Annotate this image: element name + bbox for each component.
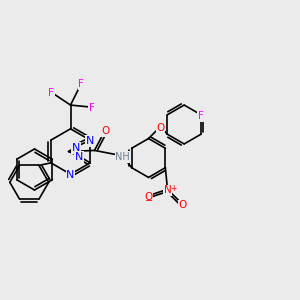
- Text: N: N: [71, 143, 80, 153]
- Text: NH: NH: [115, 152, 130, 162]
- Text: N: N: [74, 152, 83, 162]
- Text: O: O: [144, 192, 152, 203]
- Text: F: F: [198, 111, 204, 121]
- Text: O: O: [101, 126, 110, 136]
- Text: F: F: [89, 103, 95, 113]
- Text: −: −: [145, 196, 153, 206]
- Text: N: N: [86, 136, 94, 146]
- Text: O: O: [156, 123, 164, 133]
- Text: F: F: [78, 80, 84, 89]
- Text: +: +: [170, 184, 176, 193]
- Text: F: F: [48, 88, 54, 98]
- Text: N: N: [66, 170, 75, 180]
- Text: O: O: [178, 200, 187, 210]
- Text: N: N: [164, 185, 171, 195]
